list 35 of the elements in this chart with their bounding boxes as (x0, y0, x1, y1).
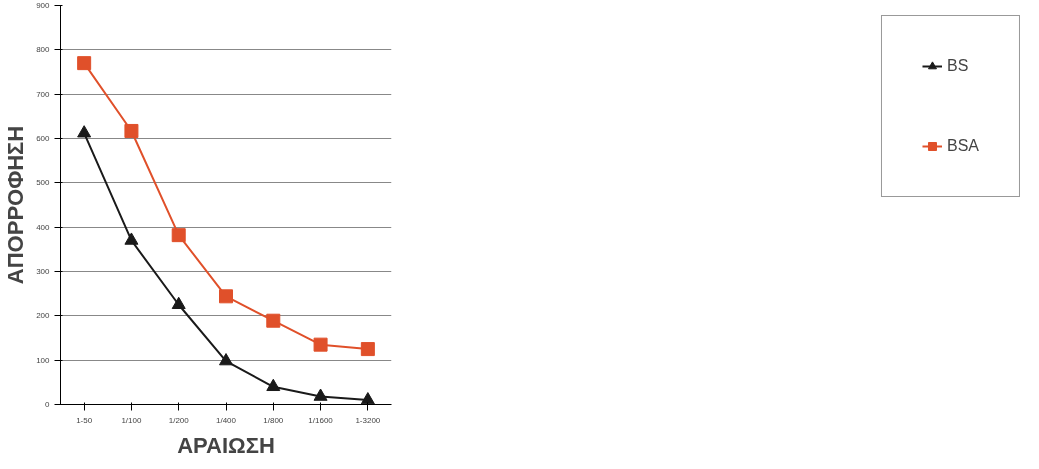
point (171, 296, 186, 309)
point (219, 353, 233, 366)
x-tick-label: 1/1600 (308, 415, 334, 425)
legend-label: BS (946, 57, 969, 75)
point (360, 392, 375, 405)
x-tick-label: 1/800 (263, 415, 284, 425)
point (77, 56, 92, 71)
x-axis-title: ΑΡΑΙΩΣΗ (177, 432, 275, 458)
y-tick-label: 200 (36, 311, 51, 321)
point (313, 388, 328, 401)
y-tick-label: 0 (45, 400, 51, 409)
point (171, 228, 186, 243)
y-tick-label: 300 (36, 267, 51, 276)
point (124, 123, 139, 138)
y-tick-label: 600 (36, 134, 51, 143)
point (360, 342, 375, 357)
y-tick-label: 500 (36, 178, 51, 188)
x-tick-label: 1/100 (121, 415, 142, 425)
point (266, 378, 281, 392)
x-tick-label: 1-50 (76, 415, 93, 425)
x-tick-label: 1/200 (168, 415, 190, 425)
point (266, 313, 281, 328)
y-tick-label: 100 (36, 355, 51, 365)
legend-label: BSA (946, 137, 979, 155)
point (77, 125, 92, 138)
x-tick-label: 1/400 (215, 415, 237, 425)
y-axis-title: ΑΠΟΡΡΟΦΗΣΗ (3, 125, 29, 285)
x-tick-label: 1-3200 (355, 415, 381, 425)
point (313, 337, 328, 352)
y-tick-label: 900 (36, 1, 51, 10)
y-tick-label: 700 (36, 89, 51, 99)
point (124, 232, 139, 245)
y-tick-label: 800 (36, 45, 51, 55)
point (219, 289, 233, 304)
y-tick-label: 400 (36, 222, 51, 232)
